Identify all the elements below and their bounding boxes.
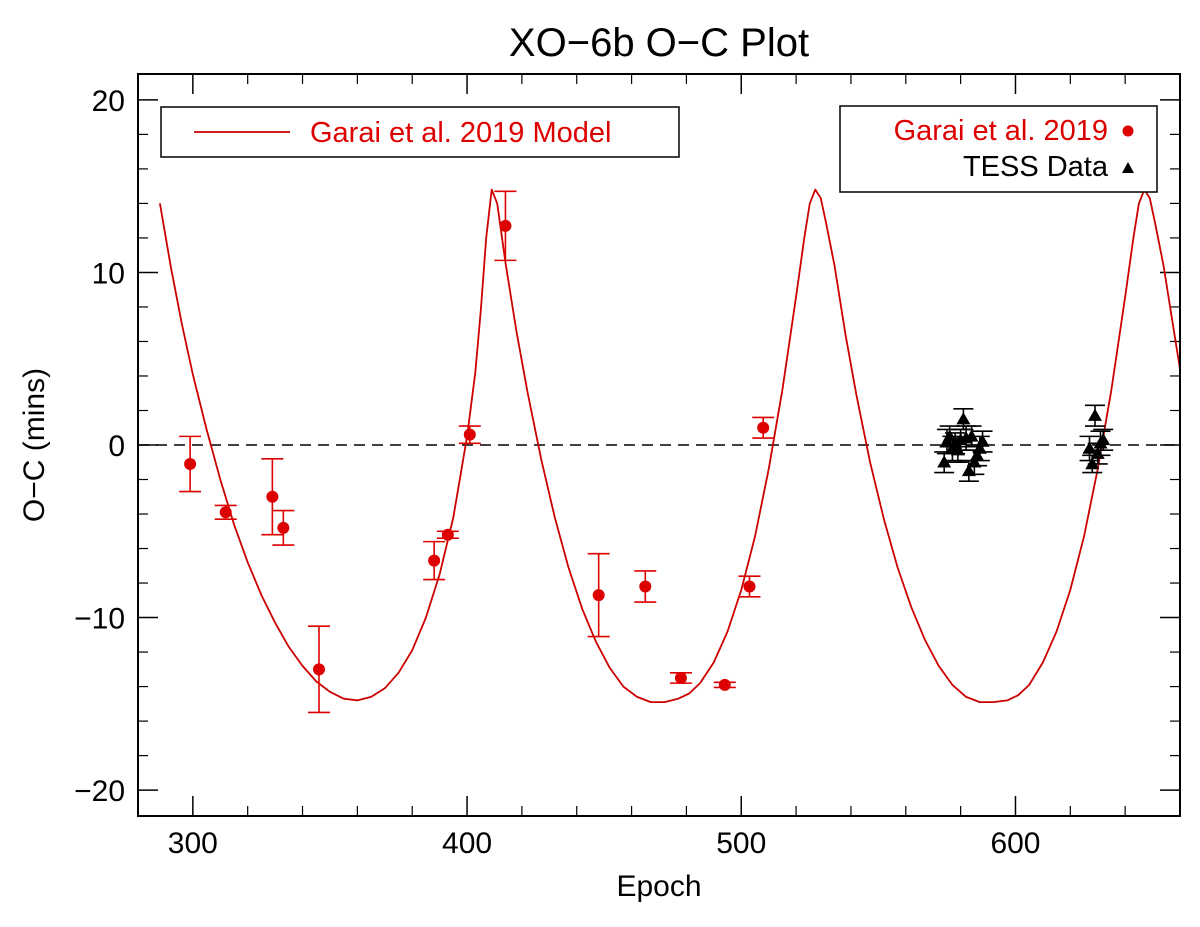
data-point xyxy=(950,443,965,456)
x-tick-label: 400 xyxy=(442,827,492,860)
data-point xyxy=(266,490,279,503)
data-point xyxy=(1085,456,1100,470)
series-tess xyxy=(934,404,1114,483)
y-tick-label: 20 xyxy=(92,85,125,118)
data-point xyxy=(674,671,687,684)
legend-data: Garai et al. 2019 TESS Data xyxy=(839,105,1158,193)
y-axis-label: O−C (mins) xyxy=(18,368,51,522)
y-tick-label: −10 xyxy=(74,603,125,636)
data-point xyxy=(937,455,952,468)
x-tick-label: 500 xyxy=(716,827,766,860)
data-point xyxy=(499,219,512,232)
data-point xyxy=(1096,432,1111,446)
data-point xyxy=(975,434,990,447)
axes-ticks: 300 400 500 600 −20 −10 0 10 20 xyxy=(74,74,1181,860)
series-garai xyxy=(179,190,775,714)
data-point xyxy=(1087,408,1102,421)
legend-garai-marker xyxy=(1122,125,1134,137)
data-point xyxy=(219,506,232,519)
data-point xyxy=(964,429,979,442)
data-point xyxy=(639,580,652,593)
plot-frame xyxy=(137,73,1181,817)
data-point xyxy=(428,554,441,567)
data-point xyxy=(463,428,476,441)
data-points-layer xyxy=(179,190,1114,714)
x-tick-label: 600 xyxy=(990,827,1040,860)
data-point xyxy=(312,663,325,676)
legend-model: Garai et al. 2019 Model xyxy=(160,106,680,158)
model-curve-layer xyxy=(159,188,1180,703)
data-point xyxy=(441,528,454,541)
data-point xyxy=(184,457,197,470)
data-point xyxy=(956,412,971,425)
data-point xyxy=(277,521,290,534)
legend-tess-label: TESS Data xyxy=(963,151,1109,183)
y-tick-label: 0 xyxy=(108,430,125,463)
data-point xyxy=(743,580,756,593)
y-tick-label: −20 xyxy=(74,775,125,808)
legend-model-label: Garai et al. 2019 Model xyxy=(310,117,611,149)
chart-title: XO−6b O−C Plot xyxy=(509,21,809,65)
data-point xyxy=(592,589,605,602)
data-point xyxy=(718,678,731,691)
legend-data-box xyxy=(839,105,1158,193)
data-point xyxy=(1082,441,1097,454)
x-tick-label: 300 xyxy=(168,827,218,860)
y-tick-label: 10 xyxy=(92,257,125,290)
legend-garai-label: Garai et al. 2019 xyxy=(894,115,1108,147)
model-curve xyxy=(159,188,1180,703)
data-point xyxy=(757,421,770,434)
legend-tess-marker xyxy=(1122,162,1134,173)
x-axis-label: Epoch xyxy=(616,870,701,903)
data-point xyxy=(961,463,976,477)
